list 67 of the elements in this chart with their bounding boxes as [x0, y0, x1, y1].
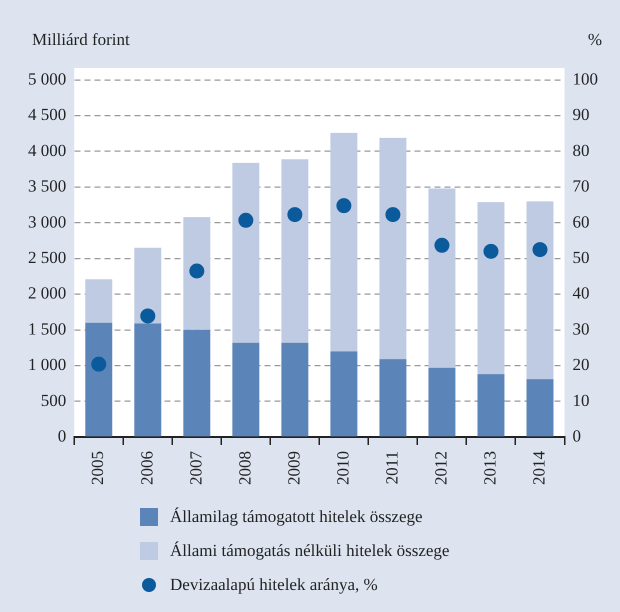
x-tick-label: 2010 — [333, 451, 352, 485]
bar — [379, 359, 406, 436]
x-tick-label: 2006 — [137, 451, 156, 485]
y-tick-label: 1 000 — [28, 355, 66, 374]
x-tick-label: 2014 — [529, 450, 548, 485]
x-tick-label: 2008 — [235, 451, 254, 485]
y2-tick-label: 80 — [572, 140, 590, 160]
y-tick-label: 2 000 — [28, 284, 66, 303]
y-tick-label: 500 — [40, 390, 66, 410]
bar — [281, 159, 308, 343]
point — [532, 242, 548, 258]
bar — [232, 162, 260, 343]
y-axis-title: Milliárd forint — [32, 30, 130, 50]
y-tick-label: 3 500 — [28, 176, 66, 196]
point — [238, 212, 254, 228]
legend-label: Állami támogatás nélküli hitelek összege — [170, 541, 450, 561]
point — [483, 244, 498, 259]
x-tick-label: 2009 — [284, 451, 304, 485]
y-tick-label: 1 500 — [28, 319, 66, 338]
point — [385, 207, 400, 222]
bar — [477, 202, 504, 374]
point — [140, 308, 156, 324]
bar — [85, 322, 112, 436]
y-tick-label: 4 500 — [28, 105, 66, 124]
y-tick-label: 2 500 — [28, 248, 66, 267]
x-tick-label: 2011 — [382, 451, 402, 484]
y-tick-label: 5 000 — [28, 69, 66, 88]
legend-label: Devizaalapú hitelek aránya, % — [170, 575, 378, 595]
x-tick-label: 2007 — [186, 450, 206, 485]
bar — [428, 188, 456, 368]
point — [287, 207, 302, 222]
point — [91, 356, 106, 372]
bar — [85, 279, 112, 323]
bar — [134, 248, 162, 324]
bar — [526, 379, 554, 436]
y2-tick-label: 50 — [572, 248, 590, 267]
y-tick-label: 3 000 — [28, 212, 66, 232]
bar — [232, 342, 260, 436]
point — [189, 263, 204, 278]
bar — [526, 201, 554, 380]
y2-tick-label: 30 — [572, 319, 590, 338]
x-tick-label: 2013 — [480, 451, 500, 485]
y-tick-label: 0 — [58, 426, 66, 446]
y2-tick-label: 90 — [572, 105, 590, 124]
x-tick-label: 2005 — [88, 451, 108, 485]
bar — [379, 138, 406, 360]
bar — [183, 217, 210, 330]
point — [434, 238, 450, 253]
bar — [330, 132, 358, 352]
bar — [477, 374, 504, 436]
y2-axis-title: % — [588, 30, 602, 50]
point — [336, 198, 352, 214]
y-tick-label: 4 000 — [28, 140, 66, 160]
y2-tick-label: 40 — [572, 284, 590, 303]
bar — [281, 342, 308, 436]
bar — [330, 351, 358, 436]
bar — [428, 368, 456, 436]
y2-tick-label: 10 — [572, 390, 590, 410]
bar — [183, 330, 210, 436]
x-tick-label: 2012 — [431, 451, 450, 485]
y2-tick-label: 100 — [572, 69, 598, 88]
y2-tick-label: 70 — [572, 176, 590, 196]
y2-tick-label: 0 — [572, 426, 581, 446]
y2-tick-label: 20 — [572, 355, 590, 374]
legend-label: Államilag támogatott hitelek összege — [170, 507, 423, 527]
y2-tick-label: 60 — [572, 212, 590, 232]
bar — [134, 323, 162, 436]
